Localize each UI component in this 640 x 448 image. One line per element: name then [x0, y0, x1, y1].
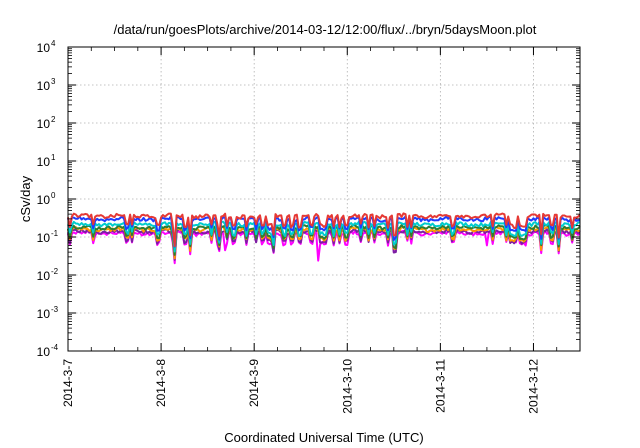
y-tick-label: 10 [37, 345, 51, 359]
x-tick-label: 2014-3-12 [526, 359, 540, 414]
x-tick-labels: 2014-3-7 2014-3-8 2014-3-9 2014-3-10 2014-3-… [61, 359, 540, 414]
x-tick-label: 2014-3-11 [433, 359, 447, 413]
y-tick-label-exponent: -1 [51, 229, 59, 238]
x-tick-label: 2014-3-9 [247, 359, 261, 407]
y-tick-label: 10 [37, 193, 51, 207]
x-axis-label: Coordinated Universal Time (UTC) [224, 430, 423, 445]
chart-title: /data/run/goesPlots/archive/2014-03-12/1… [114, 22, 537, 37]
tick-layer [67, 46, 580, 352]
series-line [67, 212, 581, 248]
y-tick-label: 10 [37, 79, 51, 93]
y-tick-label: 10 [37, 307, 51, 321]
y-tick-label: 10 [37, 269, 51, 283]
y-tick-label-exponent: 1 [51, 153, 56, 162]
y-tick-label: 10 [37, 155, 51, 169]
grid-layer [68, 47, 580, 351]
y-tick-label-exponent: -4 [51, 343, 59, 352]
y-tick-label-exponent: 4 [51, 39, 56, 48]
x-tick-label: 2014-3-7 [61, 359, 75, 407]
y-axis-label: cSv/day [18, 175, 33, 222]
y-tick-label: 10 [37, 41, 51, 55]
y-tick-label: 10 [37, 231, 51, 245]
series-line [67, 224, 581, 256]
y-tick-label-exponent: 2 [51, 115, 56, 124]
x-tick-label: 2014-3-8 [154, 359, 168, 407]
y-tick-label-exponent: -3 [51, 305, 59, 314]
y-tick-label-exponent: -2 [51, 267, 59, 276]
y-tick-label: 10 [37, 117, 51, 131]
y-tick-label-exponent: 0 [51, 191, 56, 200]
series-layer [67, 212, 581, 265]
y-tick-label-exponent: 3 [51, 77, 56, 86]
x-tick-label: 2014-3-10 [340, 359, 354, 414]
